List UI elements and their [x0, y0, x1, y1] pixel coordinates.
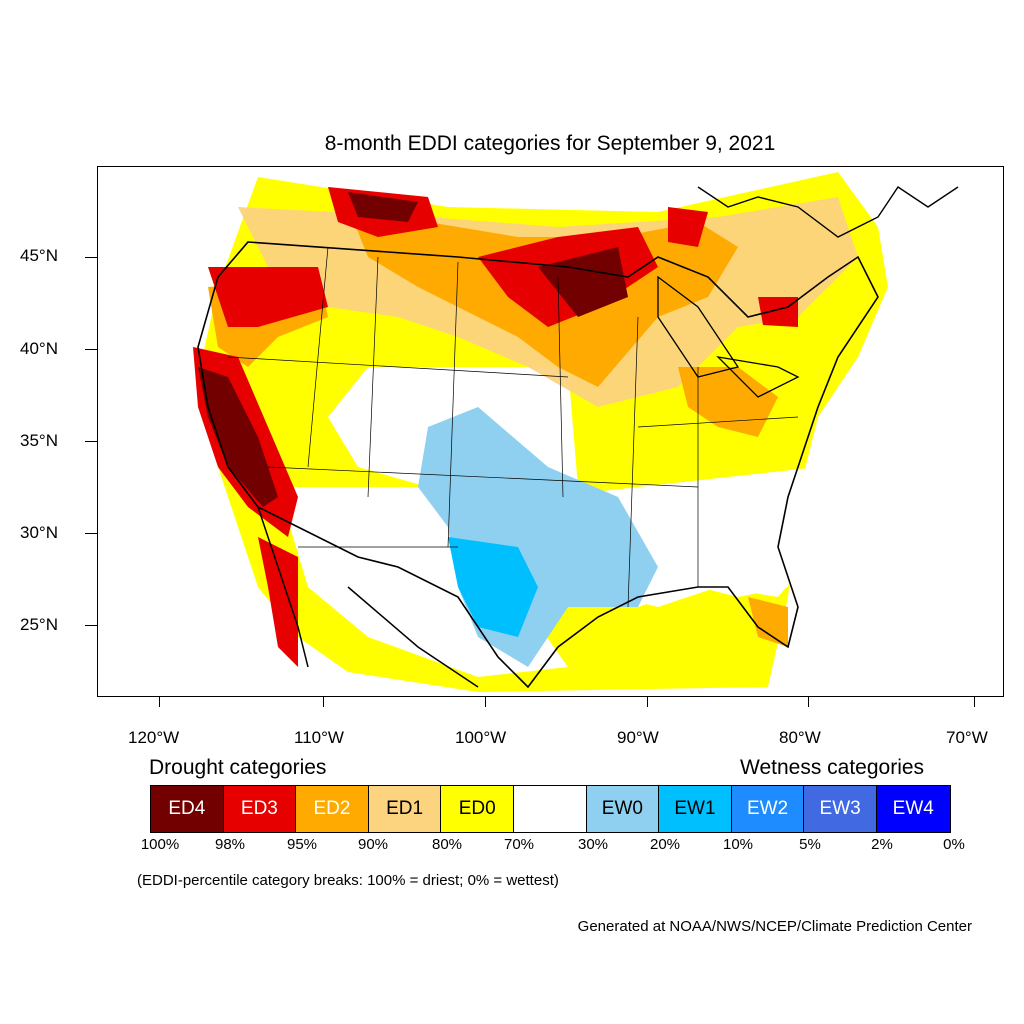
legend-swatch-ew2: EW2 — [731, 786, 805, 832]
percentile-label: 80% — [431, 836, 463, 853]
lon-label-80w: 80°W — [779, 728, 821, 747]
legend-swatch-ew1: EW1 — [659, 786, 732, 832]
ed3-baja — [258, 537, 298, 667]
lon-tick — [159, 697, 160, 707]
lat-tick — [85, 533, 97, 534]
ed4-north-border — [348, 192, 418, 222]
percentile-note: (EDDI-percentile category breaks: 100% =… — [137, 872, 559, 889]
state-borders — [227, 246, 799, 608]
lat-tick — [85, 625, 97, 626]
percentile-label: 95% — [286, 836, 318, 853]
lon-label-100w: 100°W — [455, 728, 507, 747]
lon-label-110w: 110°W — [294, 728, 344, 747]
lat-tick — [85, 349, 97, 350]
wetness-categories-heading: Wetness categories — [740, 756, 925, 779]
percentile-label: 2% — [871, 836, 893, 853]
ed4-california — [198, 367, 278, 507]
lon-label-90w: 90°W — [617, 728, 659, 747]
mexico-coast-outline — [257, 506, 479, 688]
percentile-label: 90% — [357, 836, 389, 853]
legend-swatch-ed3: ED3 — [223, 786, 297, 832]
legend-swatch-normal — [513, 786, 587, 832]
credit-text: Generated at NOAA/NWS/NCEP/Climate Predi… — [577, 918, 972, 935]
map-title: 8-month EDDI categories for September 9,… — [324, 132, 776, 155]
ed3-great-lakes — [668, 207, 708, 247]
legend-swatch-ed4: ED4 — [151, 786, 224, 832]
ew0-florida-edge — [748, 597, 788, 647]
percentile-label: 100% — [140, 836, 180, 853]
lon-tick — [647, 697, 648, 707]
legend-swatch-ed2: ED2 — [296, 786, 369, 832]
legend-swatch-ew3: EW3 — [804, 786, 877, 832]
canada-coast-outline — [697, 186, 959, 238]
percentile-label: 98% — [214, 836, 246, 853]
legend-swatch-ed1: ED1 — [368, 786, 442, 832]
legend-swatch-ew4: EW4 — [876, 786, 950, 832]
map-canvas — [193, 172, 959, 692]
us-border-outline — [197, 241, 879, 689]
drought-categories-heading: Drought categories — [149, 756, 327, 779]
ed4-northern-plains — [538, 247, 628, 317]
ed3-pacific-nw — [208, 267, 328, 327]
lon-tick — [323, 697, 324, 707]
lat-label-30: 30°N — [20, 523, 58, 542]
legend-swatch-ed0: ED0 — [441, 786, 514, 832]
percentile-label: 5% — [799, 836, 821, 853]
percentile-label: 10% — [722, 836, 754, 853]
lat-tick — [85, 441, 97, 442]
ew1-texas — [448, 537, 538, 637]
legend-swatch-ew0: EW0 — [586, 786, 660, 832]
percentile-label: 30% — [577, 836, 609, 853]
percentile-label: 20% — [649, 836, 681, 853]
lat-label-35: 35°N — [20, 431, 58, 450]
lon-label-70w: 70°W — [946, 728, 988, 747]
percentile-label: 70% — [503, 836, 535, 853]
lat-label-25: 25°N — [20, 615, 58, 634]
great-lakes-outline — [657, 275, 800, 398]
lat-tick — [85, 257, 97, 258]
lat-label-45: 45°N — [20, 246, 58, 265]
southeast-white-region — [618, 497, 798, 607]
lon-tick — [485, 697, 486, 707]
lon-label-120w: 120°W — [128, 728, 180, 747]
lat-label-40: 40°N — [20, 339, 58, 358]
lon-tick — [808, 697, 809, 707]
legend-color-bar: ED4 ED3 ED2 ED1 ED0 EW0 EW1 EW2 EW3 EW4 — [150, 785, 951, 833]
eddi-map — [97, 166, 1004, 697]
ed3-northeast-spot — [758, 297, 798, 327]
percentile-label: 0% — [943, 836, 965, 853]
lon-tick — [974, 697, 975, 707]
